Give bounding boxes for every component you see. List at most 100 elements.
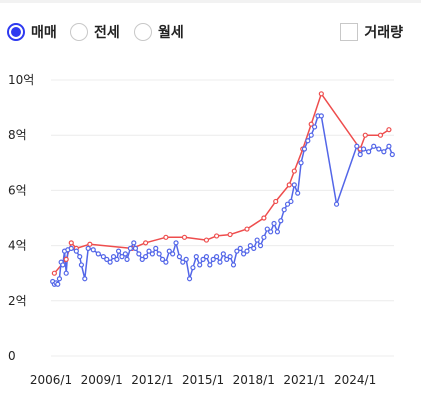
data-point[interactable] bbox=[143, 254, 149, 260]
data-point[interactable] bbox=[203, 254, 210, 260]
data-point[interactable] bbox=[82, 276, 88, 282]
data-point[interactable] bbox=[244, 226, 250, 232]
trade-volume-checkbox-box[interactable] bbox=[340, 23, 359, 41]
data-point[interactable] bbox=[251, 245, 257, 251]
data-point[interactable] bbox=[55, 281, 61, 287]
data-point[interactable] bbox=[298, 160, 304, 166]
data-point[interactable] bbox=[308, 121, 314, 127]
data-point[interactable] bbox=[301, 146, 308, 152]
data-point[interactable] bbox=[366, 149, 372, 155]
data-point[interactable] bbox=[360, 146, 367, 152]
data-point[interactable] bbox=[132, 245, 139, 251]
radio-monthly-rent-indicator[interactable] bbox=[134, 23, 152, 41]
radio-sale[interactable]: 매매 bbox=[7, 22, 57, 42]
data-point[interactable] bbox=[318, 113, 324, 119]
data-point[interactable] bbox=[115, 248, 122, 254]
data-point[interactable] bbox=[288, 198, 294, 205]
data-point[interactable] bbox=[180, 259, 186, 265]
data-point[interactable] bbox=[286, 182, 292, 188]
data-point[interactable] bbox=[193, 254, 199, 260]
data-point[interactable] bbox=[95, 251, 101, 257]
data-point[interactable] bbox=[291, 182, 297, 188]
data-point[interactable] bbox=[63, 270, 69, 276]
data-point[interactable] bbox=[274, 229, 281, 235]
data-point[interactable] bbox=[234, 248, 240, 254]
data-point[interactable] bbox=[73, 248, 79, 254]
data-point[interactable] bbox=[170, 251, 176, 257]
data-point[interactable] bbox=[107, 259, 113, 265]
data-point[interactable] bbox=[241, 251, 247, 257]
data-point[interactable] bbox=[264, 226, 270, 232]
data-point[interactable] bbox=[163, 259, 169, 265]
data-point[interactable] bbox=[139, 256, 145, 262]
data-point[interactable] bbox=[78, 262, 85, 268]
data-point[interactable] bbox=[230, 262, 237, 268]
data-point[interactable] bbox=[217, 259, 223, 265]
data-point[interactable] bbox=[278, 218, 284, 224]
data-point[interactable] bbox=[244, 248, 250, 254]
data-point[interactable] bbox=[190, 265, 196, 271]
data-point[interactable] bbox=[124, 256, 130, 262]
data-point[interactable] bbox=[153, 245, 159, 251]
data-point[interactable] bbox=[261, 215, 267, 221]
data-point[interactable] bbox=[257, 243, 264, 249]
data-point[interactable] bbox=[247, 243, 253, 249]
data-point[interactable] bbox=[203, 237, 210, 243]
data-point[interactable] bbox=[119, 254, 125, 260]
data-point[interactable] bbox=[143, 240, 149, 246]
radio-sale-indicator[interactable] bbox=[7, 23, 25, 41]
radio-jeonse-indicator[interactable] bbox=[70, 23, 88, 41]
data-point[interactable] bbox=[131, 240, 137, 246]
data-point[interactable] bbox=[127, 245, 134, 251]
data-point[interactable] bbox=[186, 276, 193, 282]
data-point[interactable] bbox=[305, 138, 311, 144]
data-point[interactable] bbox=[110, 254, 117, 260]
data-point[interactable] bbox=[224, 256, 230, 262]
data-point[interactable] bbox=[213, 254, 220, 260]
data-point[interactable] bbox=[268, 229, 274, 235]
data-point[interactable] bbox=[220, 251, 226, 257]
data-point[interactable] bbox=[183, 256, 189, 262]
data-point[interactable] bbox=[213, 233, 220, 239]
data-point[interactable] bbox=[68, 245, 74, 251]
data-point[interactable] bbox=[87, 241, 93, 247]
data-point[interactable] bbox=[104, 256, 110, 262]
data-point[interactable] bbox=[237, 245, 243, 251]
data-point[interactable] bbox=[318, 91, 324, 97]
data-point[interactable] bbox=[311, 124, 318, 130]
data-point[interactable] bbox=[166, 248, 172, 254]
data-point[interactable] bbox=[376, 146, 382, 152]
data-point[interactable] bbox=[159, 256, 166, 262]
data-point[interactable] bbox=[227, 231, 233, 238]
data-point[interactable] bbox=[77, 254, 83, 260]
data-point[interactable] bbox=[156, 251, 162, 257]
data-point[interactable] bbox=[386, 143, 392, 149]
data-point[interactable] bbox=[207, 262, 213, 268]
data-point[interactable] bbox=[254, 237, 260, 243]
data-point[interactable] bbox=[85, 245, 91, 251]
data-point[interactable] bbox=[354, 143, 360, 149]
data-point[interactable] bbox=[100, 254, 106, 260]
data-point[interactable] bbox=[291, 168, 297, 174]
data-point[interactable] bbox=[284, 201, 291, 207]
data-point[interactable] bbox=[176, 254, 183, 260]
data-point[interactable] bbox=[60, 262, 66, 268]
data-point[interactable] bbox=[281, 207, 287, 213]
data-point[interactable] bbox=[210, 256, 216, 262]
data-point[interactable] bbox=[389, 151, 395, 158]
data-point[interactable] bbox=[181, 234, 188, 240]
data-point[interactable] bbox=[122, 251, 128, 257]
radio-monthly-rent[interactable]: 월세 bbox=[134, 22, 184, 42]
data-point[interactable] bbox=[377, 132, 384, 138]
data-point[interactable] bbox=[357, 151, 363, 158]
data-point[interactable] bbox=[381, 149, 387, 155]
data-point[interactable] bbox=[56, 276, 63, 282]
data-point[interactable] bbox=[386, 127, 392, 133]
data-point[interactable] bbox=[68, 240, 74, 246]
data-point[interactable] bbox=[136, 251, 142, 257]
data-point[interactable] bbox=[308, 132, 314, 138]
data-point[interactable] bbox=[63, 256, 69, 262]
data-point[interactable] bbox=[114, 256, 120, 262]
data-point[interactable] bbox=[333, 201, 340, 207]
data-point[interactable] bbox=[362, 132, 368, 138]
